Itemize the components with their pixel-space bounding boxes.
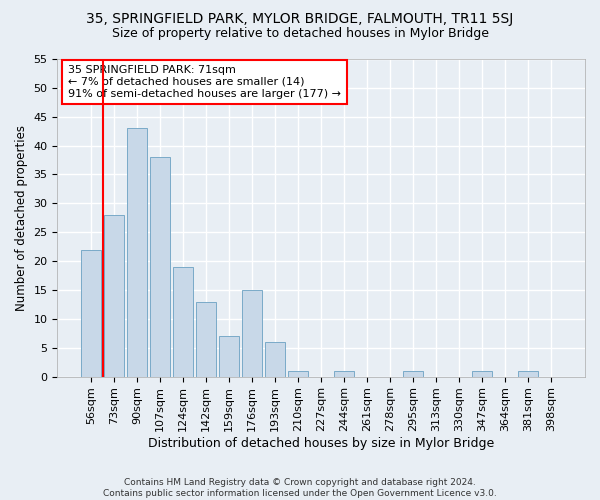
- Bar: [472, 371, 492, 376]
- Bar: [242, 290, 262, 376]
- Bar: [173, 267, 193, 376]
- Bar: [151, 157, 170, 376]
- Bar: [82, 250, 101, 376]
- X-axis label: Distribution of detached houses by size in Mylor Bridge: Distribution of detached houses by size …: [148, 437, 494, 450]
- Text: 35, SPRINGFIELD PARK, MYLOR BRIDGE, FALMOUTH, TR11 5SJ: 35, SPRINGFIELD PARK, MYLOR BRIDGE, FALM…: [86, 12, 514, 26]
- Bar: [518, 371, 538, 376]
- Bar: [220, 336, 239, 376]
- Bar: [403, 371, 423, 376]
- Text: Contains HM Land Registry data © Crown copyright and database right 2024.
Contai: Contains HM Land Registry data © Crown c…: [103, 478, 497, 498]
- Bar: [127, 128, 147, 376]
- Y-axis label: Number of detached properties: Number of detached properties: [15, 125, 28, 311]
- Bar: [196, 302, 216, 376]
- Bar: [104, 215, 124, 376]
- Text: 35 SPRINGFIELD PARK: 71sqm
← 7% of detached houses are smaller (14)
91% of semi-: 35 SPRINGFIELD PARK: 71sqm ← 7% of detac…: [68, 66, 341, 98]
- Bar: [265, 342, 285, 376]
- Bar: [289, 371, 308, 376]
- Text: Size of property relative to detached houses in Mylor Bridge: Size of property relative to detached ho…: [112, 28, 488, 40]
- Bar: [334, 371, 354, 376]
